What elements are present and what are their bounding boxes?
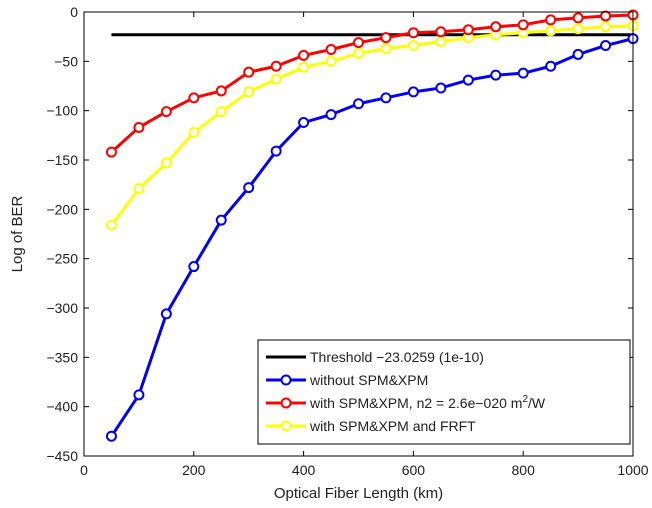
data-point [380, 92, 392, 104]
legend-label: Threshold −23.0259 (1e-10) [310, 349, 484, 365]
data-point [270, 60, 282, 72]
legend-label-main: with SPM&XPM, n2 = 2.6e−020 m [309, 395, 522, 411]
y-tick-label: −450 [46, 448, 78, 464]
x-tick-label: 800 [512, 462, 536, 478]
legend-label: with SPM&XPM, n2 = 2.6e−020 m2/W [309, 394, 546, 411]
data-point [160, 106, 172, 118]
data-point [407, 40, 419, 52]
legend-swatch-marker [280, 374, 292, 386]
data-point [353, 37, 364, 49]
data-point [380, 32, 392, 44]
data-point [188, 92, 200, 104]
data-point [215, 214, 227, 226]
data-point [243, 66, 255, 78]
data-point [325, 109, 337, 121]
data-point [600, 10, 612, 22]
data-point [105, 219, 117, 231]
x-tick-label: 400 [292, 462, 316, 478]
data-point [325, 55, 337, 67]
legend-box [257, 339, 631, 445]
y-tick-label: −200 [46, 201, 78, 217]
data-point [133, 183, 145, 195]
data-point [188, 126, 200, 138]
y-axis-label: Log of BER [9, 195, 26, 272]
data-point [215, 85, 227, 97]
x-axis-label: Optical Fiber Length (km) [274, 485, 443, 502]
series-2 [105, 20, 639, 231]
legend-item-3: with SPM&XPM and FRFT [266, 418, 476, 434]
data-point [133, 121, 145, 133]
data-point [160, 308, 172, 320]
data-point [600, 40, 612, 52]
series-1 [105, 9, 639, 158]
data-point [298, 49, 310, 61]
data-point [435, 82, 447, 94]
data-point [243, 86, 255, 98]
legend-item-0: Threshold −23.0259 (1e-10) [266, 349, 484, 365]
data-point [133, 389, 145, 401]
data-point [435, 26, 447, 38]
data-point [353, 98, 364, 110]
data-point [160, 157, 172, 169]
data-point [462, 74, 474, 86]
y-tick-label: −100 [46, 103, 78, 119]
x-tick-label: 200 [182, 462, 206, 478]
data-point [188, 261, 200, 273]
data-point [462, 24, 474, 36]
data-point [298, 117, 310, 129]
data-point [270, 73, 282, 85]
series-layer [105, 9, 639, 442]
y-tick-label: −400 [46, 399, 78, 415]
data-point [600, 21, 612, 33]
data-point [407, 86, 419, 98]
data-point [380, 43, 392, 55]
data-point [353, 47, 364, 59]
x-tick-label: 0 [80, 462, 88, 478]
data-point [243, 182, 255, 194]
data-point [572, 23, 584, 35]
data-point [325, 43, 337, 55]
y-tick-label: −350 [46, 349, 78, 365]
legend-item-2: with SPM&XPM, n2 = 2.6e−020 m2/W [266, 394, 546, 411]
legend-label-superscript: 2 [522, 394, 528, 405]
data-point [407, 27, 419, 39]
data-point [105, 430, 117, 442]
y-tick-label: −250 [46, 251, 78, 267]
x-tick-label: 1000 [617, 462, 648, 478]
tick-labels-layer: 0 200 400 600 800 1000 0 −50 −100 −150 −200 −250 −30… [46, 4, 648, 478]
data-point [298, 61, 310, 73]
data-point [490, 21, 502, 33]
data-point [545, 25, 557, 37]
legend-items: Threshold −23.0259 (1e-10) without SPM&XP… [266, 349, 546, 434]
ticks-layer [83, 11, 634, 457]
y-tick-label: −150 [46, 152, 78, 168]
data-point [517, 67, 529, 79]
data-point [572, 48, 584, 60]
data-point [435, 36, 447, 48]
y-tick-label: 0 [70, 4, 78, 20]
legend-swatch-marker [280, 420, 292, 432]
legend: Threshold −23.0259 (1e-10) without SPM&XP… [257, 339, 631, 445]
plot-frame [83, 11, 634, 457]
legend-item-1: without SPM&XPM [266, 372, 428, 388]
data-point [572, 12, 584, 24]
legend-label: without SPM&XPM [309, 372, 428, 388]
x-tick-label: 600 [402, 462, 426, 478]
data-point [545, 60, 557, 72]
data-point [270, 145, 282, 157]
data-point [490, 69, 502, 81]
y-tick-label: −300 [46, 300, 78, 316]
legend-label: with SPM&XPM and FRFT [309, 418, 476, 434]
data-point [517, 19, 529, 31]
data-point [215, 106, 227, 118]
y-tick-label: −50 [54, 53, 78, 69]
legend-swatch-marker [280, 397, 292, 409]
legend-label-tail: /W [528, 395, 546, 411]
data-point [545, 14, 557, 26]
series-0 [105, 33, 639, 442]
data-point [105, 146, 117, 158]
